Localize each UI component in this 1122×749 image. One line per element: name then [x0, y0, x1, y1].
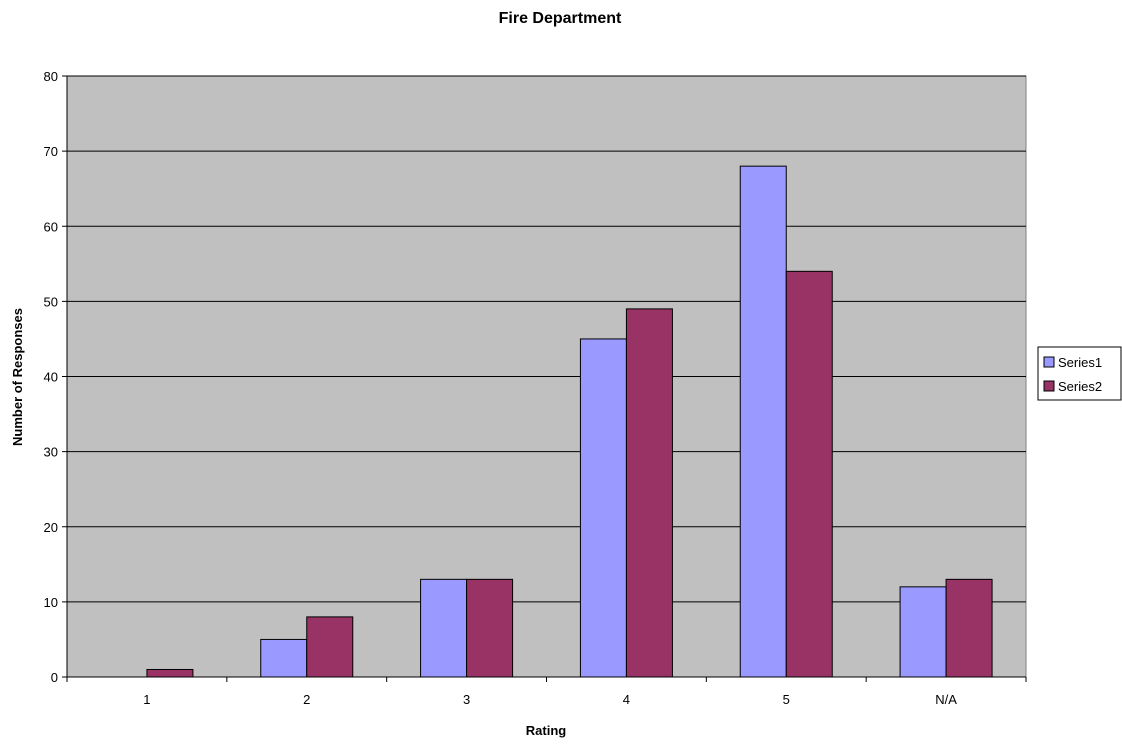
bar-series1-3: [420, 578, 468, 678]
x-tick-label: 3: [463, 692, 470, 707]
bar-series2-na: [945, 578, 993, 678]
legend: Series1 Series2: [1037, 346, 1122, 401]
bar-series1-4: [579, 338, 627, 678]
chart-title: Fire Department: [499, 10, 622, 27]
legend-items: Series1 Series2: [1043, 355, 1102, 394]
x-tick-label: N/A: [935, 692, 957, 707]
bar-series1-2: [260, 638, 308, 678]
bars: [146, 165, 993, 678]
y-tick-label: 30: [44, 445, 58, 460]
bar-series1-5: [739, 165, 787, 678]
y-tick-label: 0: [51, 670, 58, 685]
x-axis-title: Rating: [526, 723, 567, 738]
gridlines: [67, 75, 1026, 603]
legend-label-series2: Series2: [1058, 379, 1102, 394]
y-tick-label: 40: [44, 370, 58, 385]
legend-label-series1: Series1: [1058, 355, 1102, 370]
legend-swatch-series1: [1043, 356, 1055, 368]
bar-series2-5: [785, 270, 833, 678]
y-tick-label: 20: [44, 520, 58, 535]
bar-series2-1: [146, 668, 194, 678]
y-axis-ticks: 0 10 20 30 40 50 60 70 80: [44, 69, 67, 685]
legend-swatch-series2: [1043, 380, 1055, 392]
y-tick-label: 80: [44, 69, 58, 84]
x-tick-label: 2: [303, 692, 310, 707]
x-tick-label: 4: [623, 692, 630, 707]
x-tick-label: 1: [143, 692, 150, 707]
bar-series2-4: [625, 308, 673, 678]
y-axis-title: Number of Responses: [10, 308, 25, 446]
y-tick-label: 50: [44, 294, 58, 309]
bar-series1-na: [899, 586, 947, 678]
y-tick-label: 60: [44, 219, 58, 234]
bar-series2-3: [466, 578, 514, 678]
bar-series2-2: [306, 616, 354, 678]
x-tick-label: 5: [783, 692, 790, 707]
y-tick-label: 70: [44, 144, 58, 159]
x-axis-ticks: 1 2 3 4 5 N/A: [66, 677, 1027, 707]
y-tick-label: 10: [44, 595, 58, 610]
